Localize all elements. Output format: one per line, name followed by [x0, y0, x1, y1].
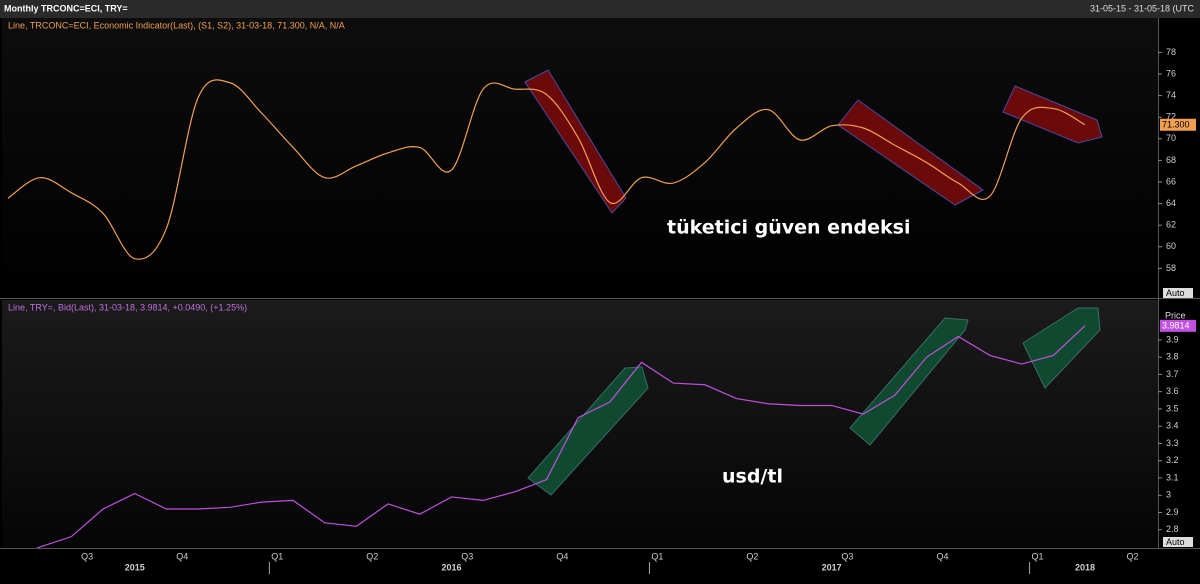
legend: Line, TRY=, Bid(Last), 31-03-18, 3.9814,…	[8, 302, 247, 312]
last-value-label: 3.9814	[1162, 321, 1190, 331]
x-tick-label: Q3	[81, 551, 93, 561]
last-value-box	[1160, 118, 1196, 131]
series	[35, 325, 1086, 548]
annotation: usd/tl	[722, 466, 783, 488]
x-tick-label: Q4	[936, 551, 948, 561]
highlight-down	[524, 69, 627, 214]
y-tick-label: 3.9	[1166, 334, 1179, 344]
y-tick-label: 3.6	[1166, 386, 1179, 396]
header-range: 31-05-15 - 31-05-18 (UTC	[1090, 3, 1195, 13]
scale-button-label[interactable]: Auto	[1166, 537, 1185, 547]
y-tick-label: 66	[1166, 176, 1176, 186]
legend: Line, TRCONC=ECI, Economic Indicator(Las…	[8, 20, 345, 30]
header-title: Monthly TRCONC=ECI, TRY=	[4, 3, 128, 13]
y-tick-label: 2.9	[1166, 507, 1179, 517]
y-tick-label: 76	[1166, 68, 1176, 78]
y-tick-label: 3.7	[1166, 369, 1179, 379]
y-tick-label: 58	[1166, 263, 1176, 273]
y-tick-label: 68	[1166, 155, 1176, 165]
scale-button-label[interactable]: Auto	[1166, 288, 1185, 298]
line	[7, 79, 1086, 260]
y-tick-label: 70	[1166, 133, 1176, 143]
x-tick-label: Q4	[556, 551, 568, 561]
y-tick-label: 3.1	[1166, 472, 1179, 482]
y-tick-label: 2.8	[1166, 524, 1179, 534]
x-tick-label: Q1	[651, 551, 663, 561]
y-tick-label: 3.5	[1166, 403, 1179, 413]
y-tick-label: 60	[1166, 241, 1176, 251]
line	[35, 325, 1086, 548]
y-tick-label: 3.2	[1166, 455, 1179, 465]
year-label: 2017	[822, 562, 842, 572]
y-tick-label: 62	[1166, 220, 1176, 230]
highlight-down	[837, 99, 984, 206]
y-tick-label: 72	[1166, 112, 1176, 122]
highlight-down	[1002, 85, 1103, 144]
last-value-box	[1160, 319, 1196, 332]
x-tick-label: Q3	[841, 551, 853, 561]
y-tick-label: 64	[1166, 198, 1176, 208]
year-label: 2018	[1075, 562, 1095, 572]
x-tick-label: Q2	[1127, 551, 1139, 561]
x-tick-label: Q2	[746, 551, 758, 561]
highlight-up	[527, 366, 649, 496]
x-tick-label: Q3	[461, 551, 473, 561]
year-label: 2016	[441, 562, 461, 572]
y-tick-label: 3.4	[1166, 421, 1179, 431]
x-tick-label: Q1	[271, 551, 283, 561]
scale-button[interactable]	[1163, 537, 1193, 547]
axis-title: Price	[1165, 310, 1186, 320]
y-tick-label: 74	[1166, 90, 1176, 100]
y-tick-label: 3.3	[1166, 438, 1179, 448]
x-tick-label: Q2	[366, 551, 378, 561]
year-label: 2015	[125, 562, 145, 572]
y-tick-label: 78	[1166, 47, 1176, 57]
annotation: tüketici güven endeksi	[667, 217, 911, 239]
y-tick-label: 3	[1166, 490, 1171, 500]
x-tick-label: Q4	[176, 551, 188, 561]
scale-button[interactable]	[1163, 288, 1193, 298]
x-tick-label: Q1	[1031, 551, 1043, 561]
series	[7, 79, 1086, 260]
y-tick-label: 3.8	[1166, 352, 1179, 362]
last-value-label: 71.300	[1162, 120, 1190, 130]
header-bar	[0, 0, 1200, 18]
